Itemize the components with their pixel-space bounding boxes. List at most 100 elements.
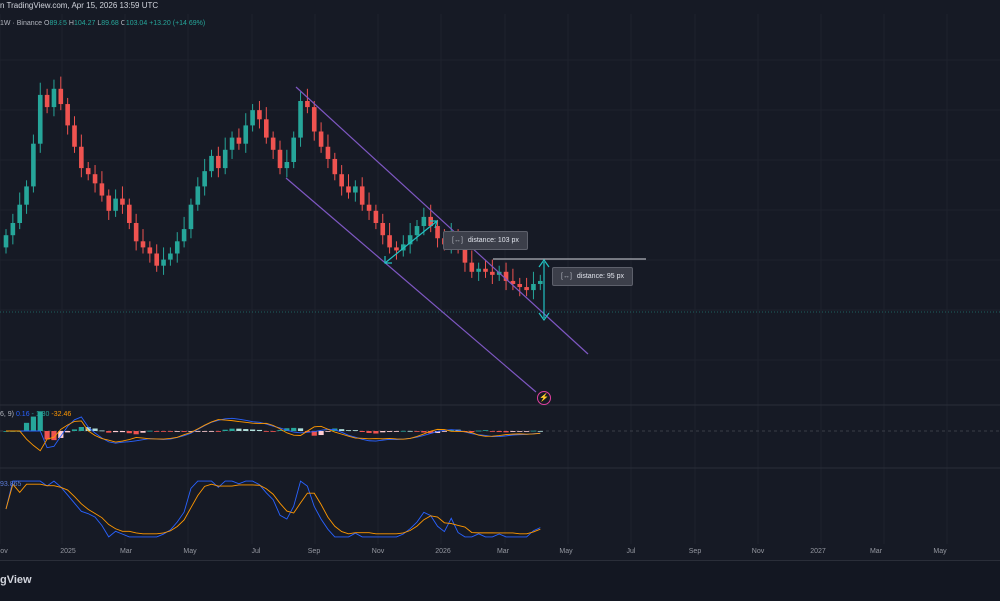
macd-bar [195, 431, 201, 432]
candle-body [222, 149, 228, 169]
price-chart[interactable] [0, 0, 1000, 560]
candle-body [133, 223, 139, 242]
candle-body [517, 284, 523, 288]
stoch-legend: 93.865 [0, 481, 21, 488]
macd-bar [352, 430, 358, 431]
candle-body [257, 110, 262, 120]
candle-body [99, 183, 105, 196]
candle-body [353, 186, 358, 193]
lightning-alert-icon[interactable]: ⚡ [537, 391, 551, 405]
macd-bar [188, 431, 194, 432]
candle-body [490, 271, 495, 275]
candle-body [72, 125, 77, 147]
macd-bar [51, 431, 57, 441]
macd-bar [489, 431, 495, 432]
macd-bar [537, 430, 543, 432]
candle-body [65, 104, 70, 126]
time-axis-label: 2025 [60, 548, 76, 555]
macd-bar [65, 431, 71, 433]
macd-bar [407, 430, 413, 432]
macd-bar [359, 431, 365, 432]
candle-body [469, 262, 475, 272]
channel-upper-line[interactable] [295, 86, 589, 355]
source-text: n TradingView.com, Apr 15, 2026 13:59 UT… [0, 1, 159, 10]
macd-bar [503, 431, 509, 433]
candle-body [120, 198, 125, 205]
macd-bar [208, 431, 215, 432]
macd-bar [140, 431, 146, 433]
macd-bar [414, 431, 420, 432]
macd-bar [284, 428, 290, 431]
macd-signal-line [6, 419, 541, 452]
macd-bar [23, 422, 30, 431]
macd-bar [133, 431, 139, 435]
candle-body [243, 125, 249, 144]
candle-body [435, 226, 440, 239]
macd-bar [174, 431, 180, 432]
candle-body [291, 137, 296, 162]
candle-body [339, 174, 344, 187]
candle-body [58, 88, 64, 105]
macd-bar [106, 431, 112, 433]
macd-bar [126, 431, 132, 434]
candle-body [318, 131, 324, 147]
grid-lines [0, 14, 1000, 544]
macd-bar [393, 431, 400, 432]
low-value: 89.68 [101, 20, 119, 27]
channel-lower-line[interactable] [285, 177, 537, 393]
macd-bar [469, 431, 475, 433]
candle-body [168, 253, 173, 260]
macd-bar [256, 429, 263, 431]
footer-bar: gView [0, 560, 1000, 601]
macd-bar [167, 431, 173, 432]
macd-bar [78, 427, 84, 431]
candle-body [181, 229, 187, 242]
time-axis-label: May [183, 548, 197, 555]
macd-bar [30, 416, 36, 431]
candle-series [3, 76, 543, 300]
macd-bar [44, 431, 50, 440]
time-axis-label: 2026 [435, 548, 451, 555]
measure-arrowtail-2 [538, 312, 550, 322]
candle-body [154, 253, 159, 266]
macd-bar [181, 431, 187, 432]
candle-body [380, 223, 386, 236]
macd-bar [441, 431, 447, 432]
measure-tooltip-1-text: distance: 103 px [467, 237, 519, 244]
measure-arrow-1[interactable] [384, 220, 438, 264]
macd-params: 6, 9) [0, 411, 15, 418]
candle-body [92, 174, 98, 184]
macd-bar [304, 431, 310, 433]
macd-value-1: 0.16 [15, 411, 30, 418]
candle-body [414, 226, 420, 236]
measure-tooltip-1: [↔] distance: 103 px [443, 231, 528, 250]
candle-body [37, 94, 43, 144]
candle-body [113, 198, 118, 211]
brand-logo-text: gView [0, 574, 32, 586]
ruler-icon: [↔] [561, 273, 572, 280]
candle-body [503, 271, 509, 281]
time-axis[interactable]: ov 2025 Mar May Jul Sep Nov 2026 Mar May Jul Sep Nov… [0, 544, 1000, 560]
time-axis-label: Jul [626, 548, 636, 555]
candle-body [229, 137, 235, 150]
candle-body [407, 235, 413, 245]
time-axis-label: Sep [688, 548, 702, 555]
macd-bar [99, 430, 105, 432]
macd-bar [482, 430, 489, 431]
ohlc-legend: 1W · Binance O89.85 H104.27 L89.68 C103.… [0, 20, 205, 27]
macd-bar [434, 431, 441, 434]
candle-body [462, 247, 468, 263]
candle-body [394, 247, 399, 251]
macd-line [6, 416, 541, 449]
candle-body [147, 247, 153, 254]
macd-bar [215, 431, 221, 432]
macd-bar [421, 431, 427, 433]
macd-bar [113, 431, 119, 433]
candle-body [483, 268, 488, 272]
candle-body [106, 195, 112, 211]
time-axis-label: Sep [307, 548, 321, 555]
measure-arrowhead-2 [538, 258, 550, 268]
close-value: 103.04 [125, 20, 148, 27]
candle-body [264, 119, 269, 138]
candle-body [202, 171, 207, 187]
